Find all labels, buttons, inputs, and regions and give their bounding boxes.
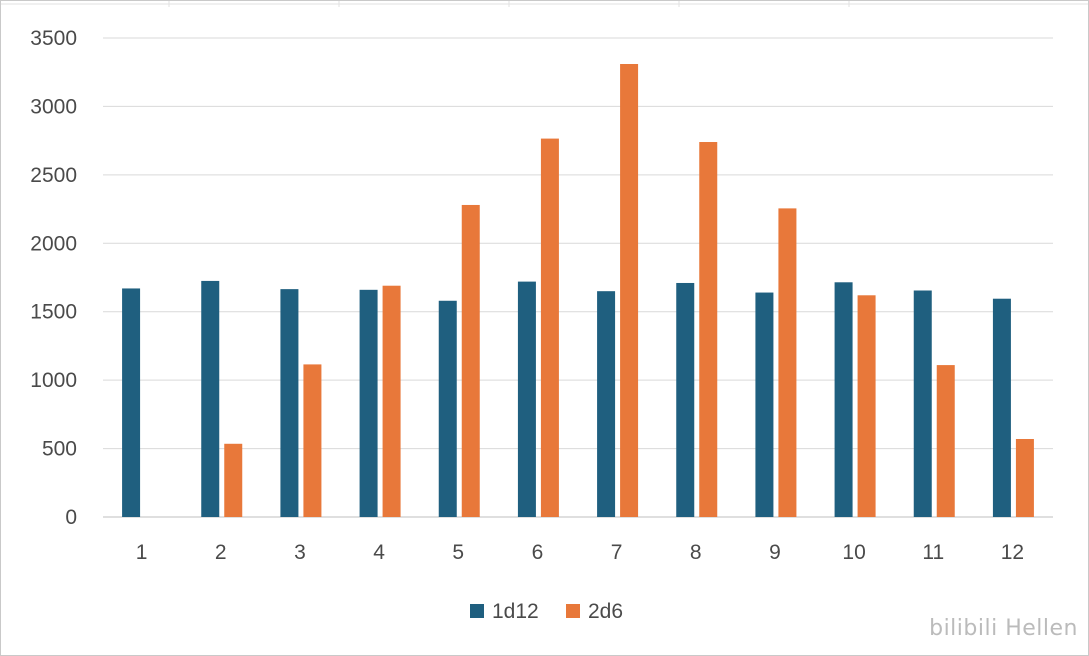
bar-2d6-7	[620, 64, 639, 517]
bar-2d6-10	[857, 295, 876, 517]
bar-2d6-12	[1015, 438, 1034, 517]
legend: 1d12 2d6	[470, 600, 623, 623]
bar-1d12-12	[992, 298, 1011, 517]
x-tick-label: 10	[842, 541, 865, 564]
watermark-logo: bilibili Hellen	[929, 616, 1078, 641]
bar-2d6-11	[936, 365, 955, 517]
x-tick-label: 3	[294, 541, 306, 564]
watermark-text: bilibili Hellen	[929, 616, 1078, 641]
bar-2d6-6	[540, 138, 559, 517]
bar-2d6-8	[699, 142, 718, 518]
legend-swatch-2d6	[566, 604, 580, 618]
bar-1d12-6	[517, 281, 536, 517]
x-axis-labels: 1 2 3 4 5 6 7 8 9 10 11 12	[136, 541, 1024, 564]
y-tick-label: 1000	[30, 369, 77, 392]
x-tick-label: 12	[1001, 541, 1024, 564]
legend-label-2d6: 2d6	[588, 600, 623, 623]
legend-swatch-1d12	[470, 604, 484, 618]
bar-1d12-4	[359, 289, 378, 517]
bar-1d12-8	[676, 282, 695, 517]
bar-1d12-2	[201, 280, 220, 517]
bar-1d12-7	[597, 291, 616, 517]
x-tick-label: 9	[769, 541, 781, 564]
legend-label-1d12: 1d12	[492, 600, 539, 623]
y-tick-label: 2500	[30, 164, 77, 187]
x-tick-label: 2	[215, 541, 227, 564]
bar-2d6-9	[778, 208, 797, 517]
y-tick-label: 0	[65, 506, 77, 529]
bar-2d6-5	[461, 204, 480, 518]
bar-1d12-5	[438, 300, 457, 517]
bar-1d12-10	[834, 282, 853, 517]
bar-1d12-9	[755, 292, 774, 517]
y-axis-labels: 0 500 1000 1500 2000 2500 3000 3500	[30, 27, 77, 529]
x-tick-label: 5	[452, 541, 464, 564]
bar-1d12-1	[122, 288, 141, 517]
bar-2d6-4	[382, 285, 401, 517]
bar-2d6-3	[303, 364, 322, 517]
x-tick-label: 1	[136, 541, 148, 564]
y-tick-label: 3000	[30, 95, 77, 118]
x-tick-label: 7	[611, 541, 623, 564]
x-tick-label: 6	[532, 541, 544, 564]
y-tick-label: 1500	[30, 301, 77, 324]
y-tick-label: 500	[42, 438, 77, 461]
bar-2d6-2	[224, 443, 243, 517]
bar-1d12-3	[280, 289, 299, 517]
x-tick-label: 4	[373, 541, 385, 564]
y-tick-label: 2000	[30, 232, 77, 255]
bars	[122, 64, 1034, 518]
gridlines	[103, 37, 1053, 518]
x-tick-label: 8	[690, 541, 702, 564]
x-tick-label: 11	[922, 541, 944, 564]
y-tick-label: 3500	[30, 27, 77, 50]
bar-1d12-11	[913, 290, 932, 517]
